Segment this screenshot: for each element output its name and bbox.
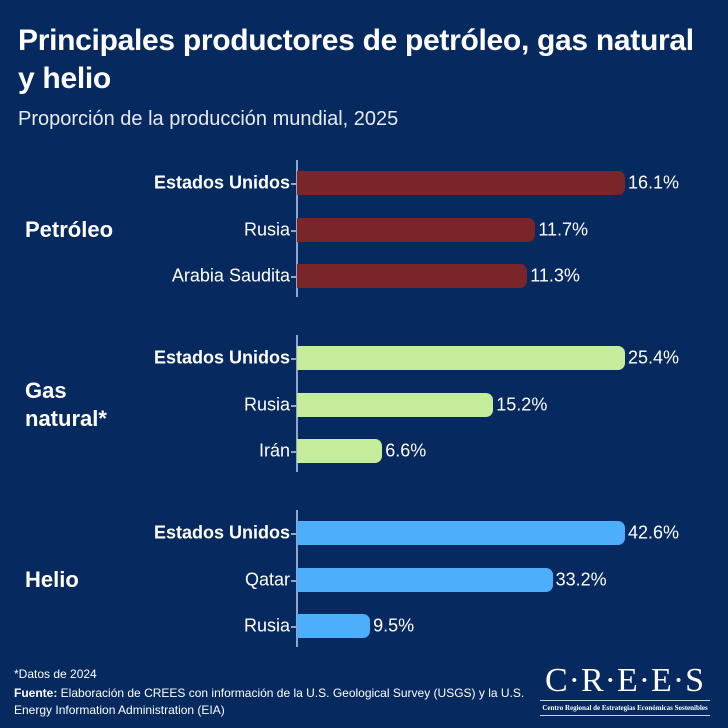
data-label: 9.5% bbox=[373, 615, 415, 636]
bar bbox=[297, 614, 371, 638]
data-label: 11.7% bbox=[538, 219, 589, 240]
bar bbox=[297, 346, 625, 370]
data-label: 6.6% bbox=[385, 440, 427, 461]
logo-sub: Centro Regional de Estrategias Económica… bbox=[540, 701, 710, 716]
bar bbox=[297, 568, 553, 592]
axis-tick bbox=[291, 626, 297, 628]
axis-tick bbox=[291, 451, 297, 453]
axis-tick bbox=[291, 358, 297, 360]
data-label: 15.2% bbox=[496, 394, 548, 415]
category-label: Arabia Saudita bbox=[171, 265, 290, 286]
data-label: 25.4% bbox=[628, 347, 680, 368]
axis-line bbox=[296, 160, 298, 297]
category-label: Rusia bbox=[243, 394, 290, 415]
axis-line bbox=[296, 510, 298, 647]
category-label: Qatar bbox=[244, 569, 290, 590]
axis-tick bbox=[291, 276, 297, 278]
bar bbox=[297, 171, 625, 195]
category-label: Estados Unidos bbox=[153, 347, 290, 368]
data-label: 11.3% bbox=[530, 265, 580, 286]
axis-tick bbox=[291, 230, 297, 232]
bar bbox=[297, 521, 625, 545]
data-label: 33.2% bbox=[555, 569, 607, 590]
source-note: Fuente: Elaboración de CREES con informa… bbox=[14, 685, 534, 719]
axis-tick bbox=[291, 183, 297, 185]
category-label: Irán bbox=[258, 440, 290, 461]
logo-main: C·R·E·E·S bbox=[540, 664, 710, 701]
axis-tick bbox=[291, 533, 297, 535]
group-label: Petróleo bbox=[25, 217, 114, 242]
chart-title: Principales productores de petróleo, gas… bbox=[18, 24, 694, 95]
data-label: 16.1% bbox=[628, 172, 680, 193]
category-label: Estados Unidos bbox=[153, 522, 290, 543]
bar bbox=[297, 439, 383, 463]
category-label: Rusia bbox=[243, 615, 290, 636]
footnote: *Datos de 2024 bbox=[14, 667, 97, 681]
crees-logo: C·R·E·E·S Centro Regional de Estrategias… bbox=[540, 664, 710, 716]
bar bbox=[297, 264, 528, 288]
axis-tick bbox=[291, 405, 297, 407]
bar bbox=[297, 393, 494, 417]
chart-subtitle: Proporción de la producción mundial, 202… bbox=[18, 108, 399, 130]
axis-line bbox=[296, 335, 298, 472]
source-label: Fuente: bbox=[14, 686, 58, 700]
data-label: 42.6% bbox=[628, 522, 680, 543]
category-label: Estados Unidos bbox=[153, 172, 290, 193]
category-label: Rusia bbox=[243, 219, 290, 240]
source-text: Elaboración de CREES con información de … bbox=[14, 686, 525, 717]
group-label: Gas natural* bbox=[25, 378, 107, 431]
axis-tick bbox=[291, 580, 297, 582]
bar bbox=[297, 218, 536, 242]
group-label: Helio bbox=[25, 567, 79, 592]
